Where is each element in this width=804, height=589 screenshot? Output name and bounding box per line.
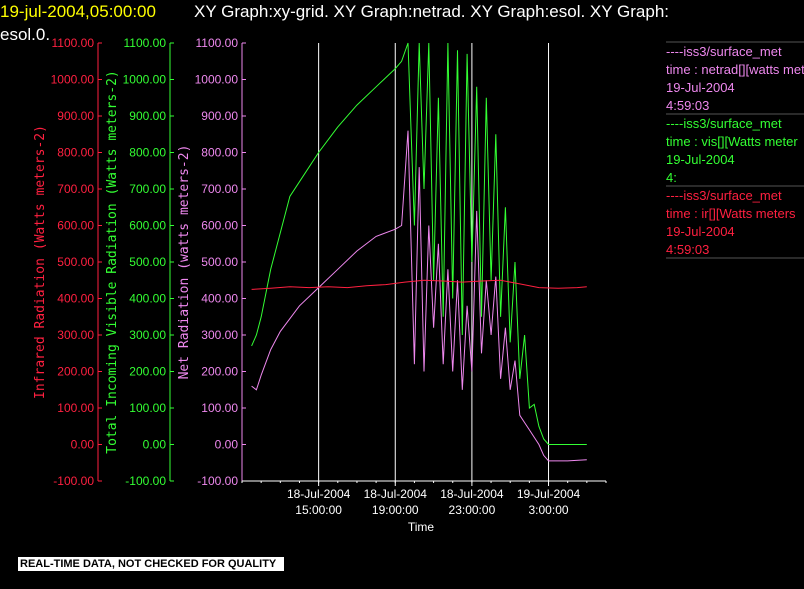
- y-tick-label: 900.00: [129, 109, 166, 123]
- x-tick-time: 15:00:00: [295, 503, 342, 517]
- legend-text: 19-Jul-2004: [666, 224, 735, 239]
- legend-text: 4:59:03: [666, 98, 709, 113]
- y-tick-label: -100.00: [125, 474, 166, 488]
- y-axes: -100.00 0.00 100.00 200.00 300.00 400.00 500.0…: [33, 36, 246, 488]
- x-tick-date: 18-Jul-2004: [440, 487, 504, 501]
- x-tick-date: 19-Jul-2004: [517, 487, 581, 501]
- y-tick-label: 700.00: [57, 182, 94, 196]
- x-tick-date: 18-Jul-2004: [287, 487, 351, 501]
- y-axis-label: Infrared Radiation (Watts meters-2): [33, 125, 48, 399]
- y-tick-label: 0.00: [71, 438, 95, 452]
- legend-text: 19-Jul-2004: [666, 152, 735, 167]
- y-axis-label: Net Radiation (watts meters-2): [177, 145, 192, 380]
- chart-timestamp: 19-jul-2004,05:00:00: [0, 2, 156, 21]
- y-axis-label: Total Incoming Visible Radiation (Watts …: [105, 70, 120, 454]
- legend-text: time : ir[][Watts meters: [666, 206, 796, 221]
- y-tick-label: 100.00: [201, 401, 238, 415]
- y-tick-label: 600.00: [201, 219, 238, 233]
- y-tick-label: 1100.00: [196, 36, 239, 50]
- x-tick-time: 19:00:00: [372, 503, 419, 517]
- series-line-ir: [251, 279, 587, 290]
- y-axis-1: -100.00 0.00 100.00 200.00 300.00 400.00 500.0…: [33, 36, 102, 488]
- legend-text: ----iss3/surface_met: [666, 44, 782, 59]
- y-tick-label: 800.00: [57, 146, 94, 160]
- y-tick-label: 1100.00: [52, 36, 95, 50]
- x-tick-date: 18-Jul-2004: [364, 487, 428, 501]
- y-tick-label: 700.00: [201, 182, 238, 196]
- y-tick-label: 800.00: [201, 146, 238, 160]
- legend-text: ----iss3/surface_met: [666, 188, 782, 203]
- y-tick-label: 1000.00: [195, 73, 239, 87]
- legend-text: time : vis[][Watts meter: [666, 134, 798, 149]
- legend-text: 19-Jul-2004: [666, 80, 735, 95]
- legend-text: time : netrad[][watts met: [666, 62, 804, 77]
- y-tick-label: -100.00: [197, 474, 238, 488]
- y-tick-label: 700.00: [129, 182, 166, 196]
- y-tick-label: 500.00: [129, 255, 166, 269]
- x-tick-time: 3:00:00: [529, 503, 569, 517]
- chart-title-line2: esol.0.: [0, 25, 50, 44]
- y-tick-label: -100.00: [53, 474, 94, 488]
- legend-text: 4:: [666, 170, 677, 185]
- y-tick-label: 300.00: [201, 328, 238, 342]
- y-tick-label: 0.00: [143, 438, 167, 452]
- y-axis-3: -100.00 0.00 100.00 200.00 300.00 400.00 500.0…: [177, 36, 246, 488]
- data-quality-notice: REAL-TIME DATA, NOT CHECKED FOR QUALITY: [18, 557, 285, 571]
- y-tick-label: 300.00: [129, 328, 166, 342]
- legend-text: 4:59:03: [666, 242, 709, 257]
- legend-text: ----iss3/surface_met: [666, 116, 782, 131]
- chart-title: XY Graph:xy-grid. XY Graph:netrad. XY Gr…: [194, 2, 669, 21]
- y-tick-label: 800.00: [129, 146, 166, 160]
- y-tick-label: 200.00: [201, 365, 238, 379]
- y-tick-label: 1000.00: [123, 73, 167, 87]
- y-tick-label: 1000.00: [51, 73, 95, 87]
- series-line-vis: [251, 42, 587, 445]
- y-tick-label: 400.00: [201, 292, 238, 306]
- y-tick-label: 900.00: [201, 109, 238, 123]
- y-tick-label: 100.00: [129, 401, 166, 415]
- y-tick-label: 200.00: [129, 365, 166, 379]
- y-tick-label: 900.00: [57, 109, 94, 123]
- series-line-netrad: [251, 130, 587, 462]
- y-tick-label: 100.00: [57, 401, 94, 415]
- y-tick-label: 600.00: [129, 219, 166, 233]
- y-axis-2: -100.00 0.00 100.00 200.00 300.00 400.00 500.0…: [105, 36, 174, 488]
- y-tick-label: 400.00: [129, 292, 166, 306]
- y-tick-label: 600.00: [57, 219, 94, 233]
- x-axis: 18-Jul-2004 15:00:00 18-Jul-2004 19:00:00 18…: [241, 480, 607, 517]
- data-series: [251, 42, 587, 462]
- y-tick-label: 300.00: [57, 328, 94, 342]
- y-tick-label: 500.00: [201, 255, 238, 269]
- x-axis-label: Time: [408, 520, 435, 534]
- y-tick-label: 400.00: [57, 292, 94, 306]
- y-tick-label: 1100.00: [124, 36, 167, 50]
- y-tick-label: 500.00: [57, 255, 94, 269]
- y-tick-label: 200.00: [57, 365, 94, 379]
- x-tick-time: 23:00:00: [449, 503, 496, 517]
- y-tick-label: 0.00: [215, 438, 239, 452]
